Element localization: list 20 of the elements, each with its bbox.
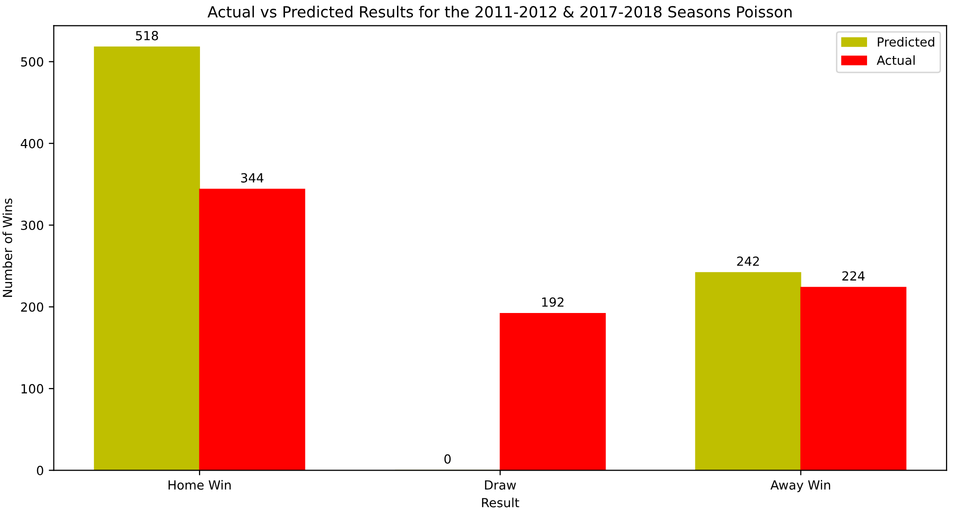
x-axis-title: Result [482, 498, 520, 508]
x-tick-label: Away Win [770, 480, 830, 492]
y-tick-label: 100 [22, 384, 44, 394]
y-tick-label: 0 [36, 466, 44, 476]
y-tick-label: 300 [21, 220, 44, 230]
data-label: 344 [241, 173, 264, 183]
data-label: 518 [136, 30, 158, 40]
legend-label: Predicted [878, 36, 934, 47]
data-label: 242 [737, 256, 759, 266]
chart-title: Actual vs Predicted Results for the 2011-2012 & 2017-2018 Seasons Poisson [208, 6, 792, 18]
data-label: 192 [542, 297, 564, 307]
x-tick-label: Home Win [168, 480, 231, 490]
y-tick-label: 400 [20, 138, 44, 148]
y-tick-label: 500 [21, 57, 44, 67]
x-tick-label: Draw [485, 480, 516, 490]
legend-label: Actual [876, 55, 915, 65]
data-label: 0 [444, 454, 451, 464]
y-tick-label: 200 [21, 302, 44, 312]
data-label: 224 [842, 271, 865, 280]
y-axis-title: Number of Wins [2, 198, 12, 297]
